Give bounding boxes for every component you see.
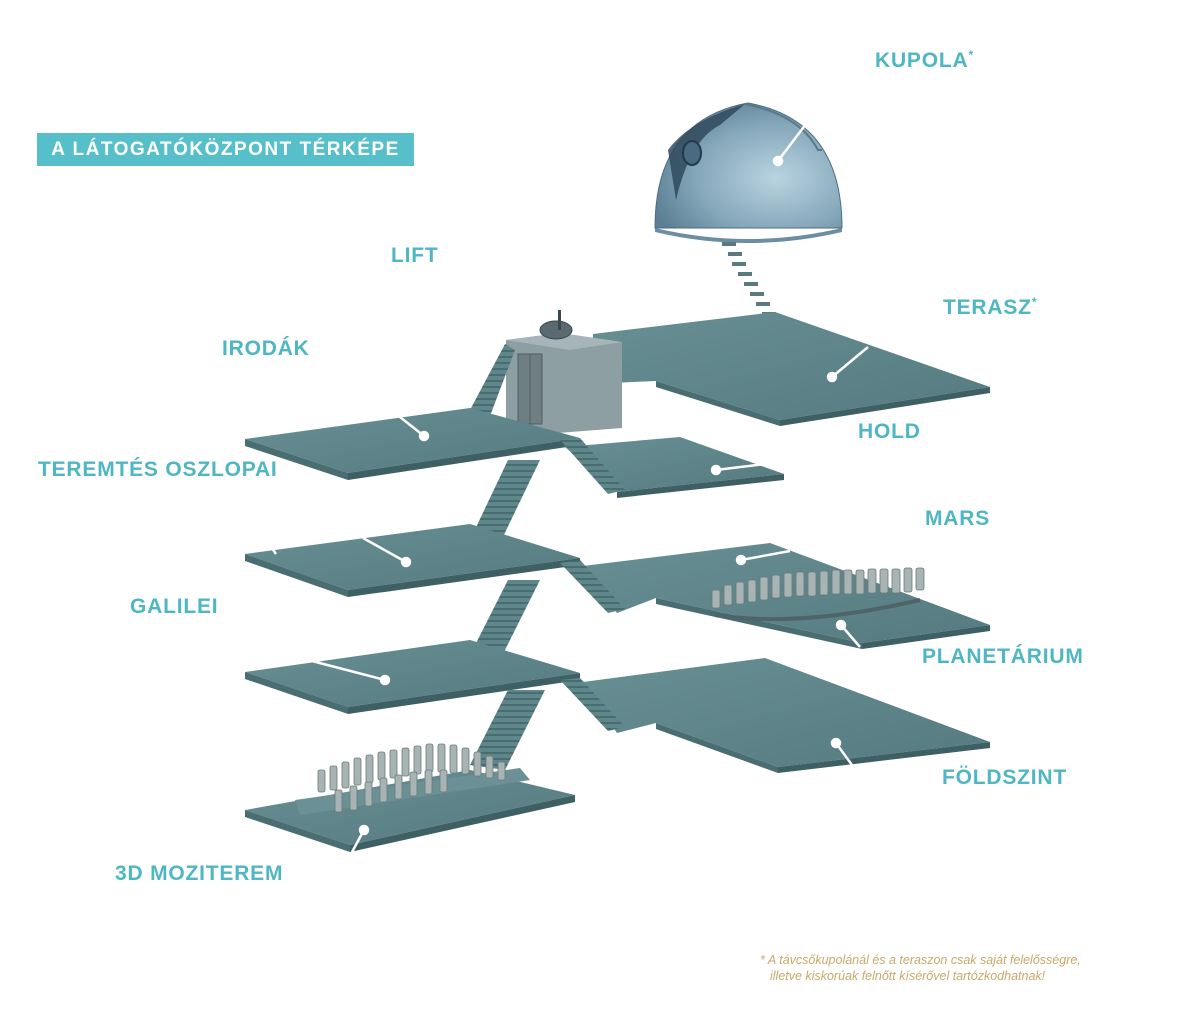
planetarium-seats <box>711 567 925 622</box>
label-foldszint: FÖLDSZINT <box>942 766 1068 789</box>
label-planetarium: PLANETÁRIUM <box>922 645 1084 668</box>
floor-terasz <box>593 312 990 426</box>
stairs-foldszint <box>560 678 625 731</box>
spiral-stairs <box>722 242 776 316</box>
floor-hold-annex <box>565 437 784 498</box>
leader-lines <box>270 123 869 853</box>
stairs-teremtes <box>470 460 540 543</box>
label-irodak: IRODÁK <box>222 337 310 360</box>
floor-irodak <box>245 408 580 480</box>
stairs-mozi <box>470 690 545 770</box>
stairs-hold <box>560 438 625 494</box>
floor-galilei <box>245 640 580 714</box>
map-title: A LÁTOGATÓKÖZPONT TÉRKÉPE <box>37 133 414 166</box>
label-hold: HOLD <box>858 420 921 443</box>
stairs-mars <box>560 560 625 613</box>
label-mars: MARS <box>925 507 991 530</box>
footnote-line-2: illetve kiskorúak felnőtt kísérővel tart… <box>770 969 1046 983</box>
label-terasz: TERASZ* <box>943 295 1038 319</box>
floor-teremtes <box>245 524 580 597</box>
label-teremtes-oszlopai: TEREMTÉS OSZLOPAI <box>38 458 278 481</box>
dome <box>654 102 843 243</box>
footnote-line-1: * A távcsőkupolánál és a teraszon csak s… <box>760 953 1081 967</box>
stairs-galilei <box>470 580 540 660</box>
label-lift: LIFT <box>391 244 439 267</box>
stairs-irodak <box>470 344 515 416</box>
label-kupola: KUPOLA* <box>875 48 974 72</box>
label-galilei: GALILEI <box>130 595 219 618</box>
lift-block <box>506 310 622 434</box>
footnote: * A távcsőkupolánál és a teraszon csak s… <box>760 952 1180 984</box>
label-3d-moziterem: 3D MOZITEREM <box>115 862 284 885</box>
floor-foldszint <box>583 658 990 773</box>
cinema-seats <box>317 743 506 813</box>
